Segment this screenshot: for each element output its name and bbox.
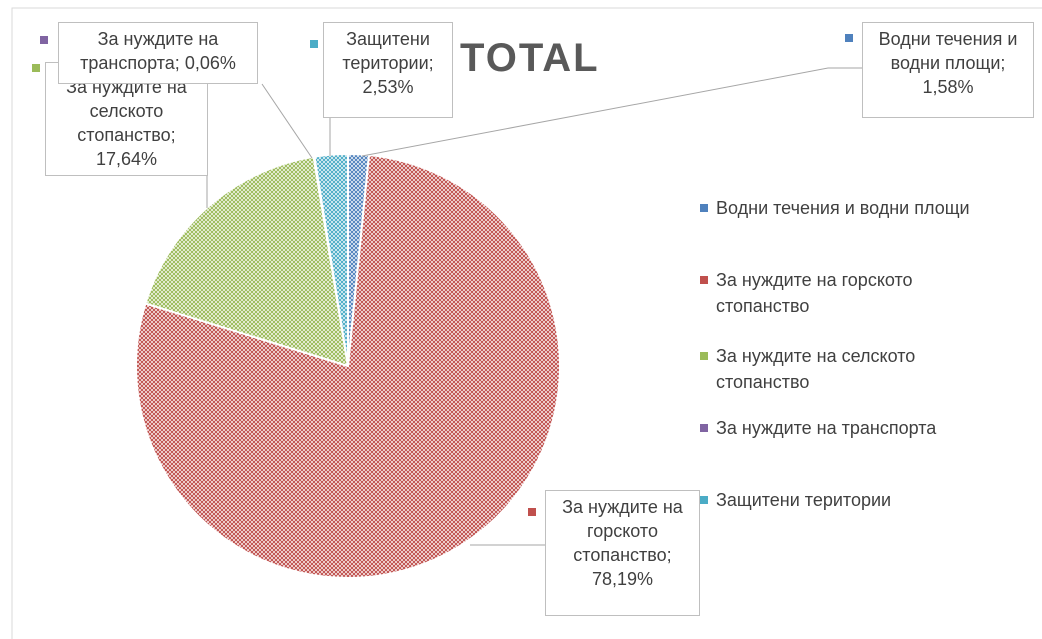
label-marker [845,34,853,42]
data-label: Защитени територии 2,53% [323,22,453,118]
chart-title: TOTAL [460,36,600,80]
legend-entry: За нуждите на транспорта [700,415,1000,441]
data-label-category: Водни течения и водни площи [879,29,1018,73]
legend-label: Водни течения и водни площи [716,198,970,218]
pie-slice [144,155,350,368]
data-label-category: Защитени територии [342,29,433,73]
label-marker [310,40,318,48]
legend-swatch [700,424,708,432]
legend-label: За нуждите на горското стопанство [716,270,913,316]
data-label-category: За нуждите на селското стопанство [66,77,187,145]
data-label-value: 0,06% [184,53,236,73]
leader-line [361,67,862,157]
pie-slice [313,152,349,367]
legend-entry: За нуждите на горското стопанство [700,267,1000,319]
label-marker [40,36,48,44]
legend-entry: Водни течения и водни площи [700,195,1000,221]
label-marker [32,64,40,72]
chart-border [11,7,1042,639]
data-label: За нуждите на горското стопанство 78,19% [545,490,700,616]
legend-entry: За нуждите на селското стопанство [700,343,1000,395]
legend-label: Защитени територии [716,490,892,510]
leader-lines [206,67,862,546]
legend-label: За нуждите на транспорта [716,418,937,438]
data-label-value: 2,53% [362,77,414,97]
legend-swatch [700,352,708,360]
data-label: Водни течения и водни площи 1,58% [862,22,1034,118]
data-label-value: 78,19% [591,569,654,589]
data-label-category: За нуждите на горското стопанство [562,497,683,565]
label-marker [528,508,536,516]
legend-swatch [700,496,708,504]
data-label-value: 1,58% [922,77,974,97]
data-label-value: 17,64% [95,149,158,169]
data-label: За нуждите на транспорта 0,06% [58,22,258,84]
legend-swatch [700,276,708,284]
legend-swatch [700,204,708,212]
legend-label: За нуждите на селското стопанство [716,346,916,392]
leader-line [261,83,313,159]
legend-entry: Защитени територии [700,487,1000,513]
